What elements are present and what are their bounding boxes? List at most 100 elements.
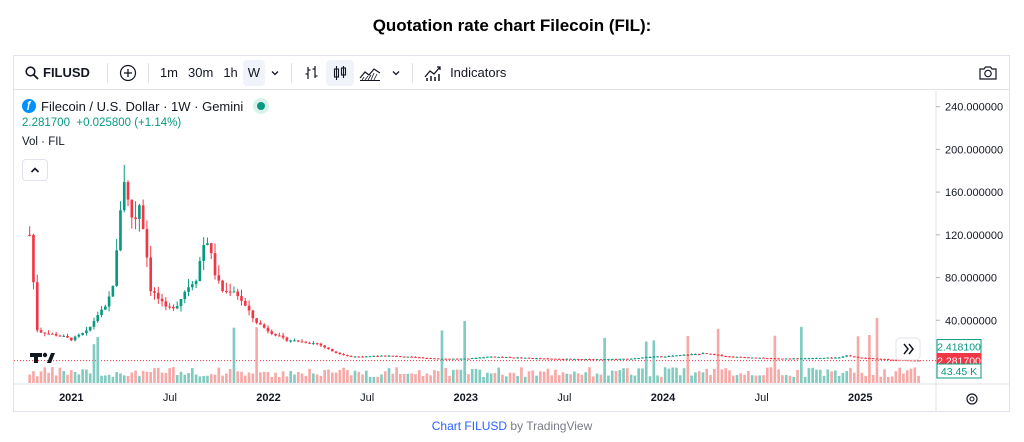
volume-bar [917,375,920,383]
volume-bar [523,376,527,383]
candle-body [342,354,345,356]
interval-dropdown[interactable] [265,60,285,86]
candle-body [28,234,31,236]
volume-bar [417,370,421,383]
candle-body [425,357,429,359]
market-status-icon[interactable] [253,98,270,114]
candle-body [85,330,88,334]
indicators-button[interactable]: Indicators [419,60,511,86]
candle-style-button[interactable] [326,59,355,86]
volume-bar [913,367,917,383]
volume-bar [588,367,591,383]
volume-bar [145,371,149,383]
volume-bar [111,376,115,383]
candle-body [247,305,251,311]
area-style-button[interactable] [354,60,386,86]
interval-w[interactable]: W [242,59,266,86]
price-chart[interactable]: 240.000000 200.000000 160.000000 120.000000… [14,91,1009,412]
candle-body [364,356,368,358]
candle-body [686,354,690,356]
legend-collapse-button[interactable] [22,159,48,181]
volume-bar [769,367,773,383]
candle-body [187,287,190,292]
volume-bar [160,372,164,383]
candle-body [463,358,466,360]
page-title: Quotation rate chart Filecoin (FIL): [372,16,652,35]
volume-bar [103,375,107,383]
volume-bar [440,330,444,383]
candle-body [304,341,308,343]
volume-bar [849,367,852,383]
x-tick-label: Jul [360,392,374,404]
candle-body [107,296,111,307]
tradingview-logo-icon[interactable] [30,352,55,363]
legend-volume-label[interactable]: Vol · FIL [22,136,65,148]
bar-style-button[interactable] [298,60,326,86]
volume-bar [644,341,648,383]
chart-style-dropdown[interactable] [386,60,406,86]
volume-bar [489,373,493,383]
candle-body [62,335,66,337]
chart-link[interactable]: Chart FILUSD [431,419,508,433]
scroll-to-realtime-button[interactable] [895,337,921,361]
volume-bar [73,372,77,383]
candle-body [599,359,603,361]
volume-bar [308,368,311,383]
candle-body [557,358,561,360]
volume-bar [796,369,799,383]
volume-bar [686,335,690,383]
candle-body [361,356,364,358]
volume-bar [792,376,796,383]
volume-bar [554,369,557,383]
chevron-down-icon [392,70,400,75]
candle-body [792,358,796,360]
chevron-down-icon [271,70,279,75]
volume-bar [716,328,720,383]
candle-body [202,244,205,261]
candle-body [232,291,236,293]
x-tick-label: 2022 [256,392,280,404]
candle-body [387,355,391,357]
volume-bar [614,370,618,383]
volume-bar [357,371,361,383]
interval-1h[interactable]: 1h [218,60,242,86]
y-tick-label: 160.000000 [945,187,1003,199]
candle-body [709,353,712,355]
volume-bar [747,371,750,383]
candle-body [312,343,315,345]
candle-body [372,355,376,357]
candle-body [489,356,493,358]
volume-bar [433,370,436,383]
interval-30m[interactable]: 30m [183,60,218,86]
snapshot-button[interactable] [973,60,1003,86]
interval-1m[interactable]: 1m [155,60,183,86]
legend-title[interactable]: Filecoin / U.S. Dollar · 1W · Gemini [41,98,244,114]
candle-body [565,358,569,360]
volume-bar [54,375,58,383]
candle-body [739,356,743,358]
symbol-search[interactable]: FILUSD [20,60,95,86]
candle-body [569,358,572,360]
volume-bar [894,371,898,383]
candle-body [357,356,361,358]
volume-bar [815,369,818,383]
volume-bar [175,374,179,383]
candle-body [610,358,614,360]
candle-body [879,358,883,360]
candle-body [603,359,606,361]
volume-bar [444,367,448,383]
candle-body [274,333,277,336]
settings-gear-icon[interactable] [966,393,978,405]
volume-bar [406,373,410,383]
volume-bar [784,374,788,383]
volume-bar [890,376,894,383]
candle-body [300,341,304,343]
add-compare-button[interactable] [114,60,142,86]
candle-body [890,359,894,361]
volume-bar [410,373,414,383]
volume-bar [330,372,334,383]
volume-bar [860,372,864,383]
candle-body [259,322,262,325]
volume-bar [909,368,913,383]
volume-bar [905,370,909,383]
